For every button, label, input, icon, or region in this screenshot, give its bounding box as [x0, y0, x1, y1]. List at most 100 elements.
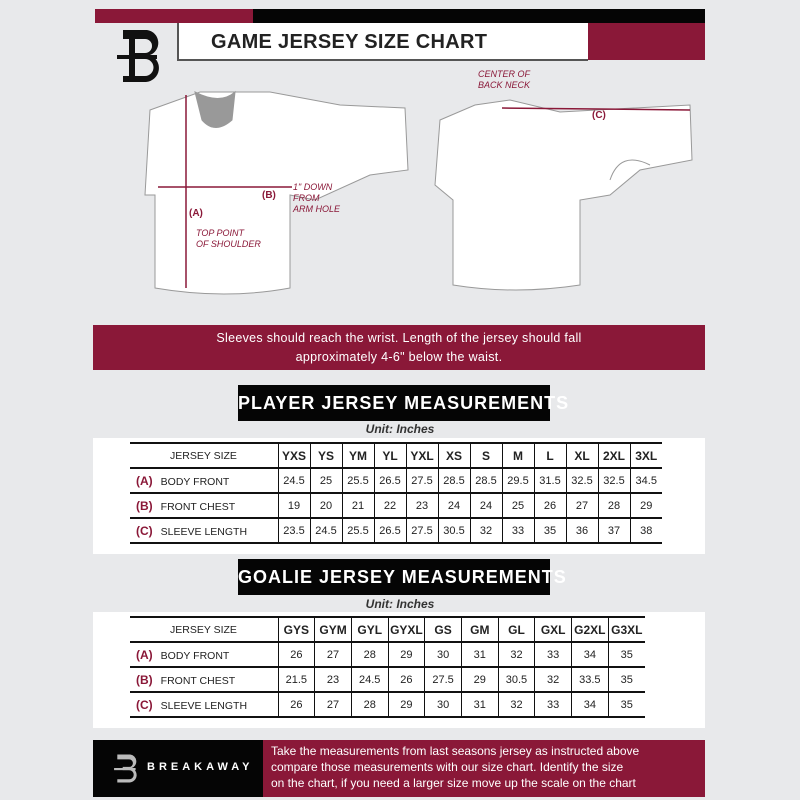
row-name: SLEEVE LENGTH — [160, 525, 248, 538]
size-header: YS — [309, 442, 342, 469]
table-row: (B) FRONT CHEST 19 20 21 22 23 24 24 25 26 27 28 29 — [130, 493, 662, 519]
measurement-cell: 35 — [607, 667, 645, 693]
table-row: (C) SLEEVE LENGTH 23.5 24.5 25.5 26.5 27.5 30.5… — [130, 518, 662, 544]
row-label: (C) SLEEVE LENGTH — [130, 518, 278, 544]
measurement-cell: 34.5 — [629, 468, 662, 494]
row-label: (B) FRONT CHEST — [130, 667, 278, 693]
label-c: (C) — [592, 110, 606, 121]
fit-note-banner: Sleeves should reach the wrist. Length o… — [93, 325, 705, 370]
row-label: (B) FRONT CHEST — [130, 493, 278, 519]
measurement-cell: 31 — [460, 642, 499, 668]
row-code: (B) — [136, 672, 153, 687]
size-header: GS — [424, 616, 462, 643]
measurement-cell: 22 — [373, 493, 406, 519]
measurement-cell: 32 — [497, 692, 535, 718]
measurement-cell: 30.5 — [497, 667, 535, 693]
size-header: XS — [437, 442, 470, 469]
measurement-cell: 25 — [309, 468, 342, 494]
measurement-cell: 26.5 — [373, 518, 406, 544]
size-header: YL — [373, 442, 406, 469]
player-section-title: PLAYER JERSEY MEASUREMENTS — [238, 385, 568, 421]
top-point-note: TOP POINT OF SHOULDER — [196, 228, 261, 249]
back-neck-note: CENTER OF BACK NECK — [478, 69, 531, 90]
measurement-cell: 35 — [607, 642, 645, 668]
goalie-table-panel: JERSEY SIZE GYS GYM GYL GYXL GS GM GL GXL G2XL G3X… — [93, 612, 705, 728]
size-header: G3XL — [607, 616, 645, 643]
brand-logo — [115, 26, 167, 84]
size-header: GYXL — [387, 616, 425, 643]
size-header: G2XL — [571, 616, 609, 643]
measurement-cell: 20 — [309, 493, 342, 519]
measurement-cell: 33 — [534, 692, 572, 718]
measurement-cell: 32.5 — [565, 468, 598, 494]
arm-hole-note: 1" DOWN FROM ARM HOLE — [293, 182, 341, 214]
size-header: YXL — [405, 442, 438, 469]
measurement-cell: 28 — [350, 692, 389, 718]
measurement-cell: 31.5 — [533, 468, 566, 494]
row-name: FRONT CHEST — [160, 674, 236, 687]
measurement-cell: 21 — [341, 493, 374, 519]
front-jersey — [144, 91, 409, 295]
measurement-cell: 26 — [277, 642, 315, 668]
page-title: GAME JERSEY SIZE CHART — [177, 23, 588, 61]
measurement-cell: 35 — [533, 518, 566, 544]
size-header: YM — [341, 442, 374, 469]
row-label: (A) BODY FRONT — [130, 468, 278, 494]
measurement-cell: 31 — [460, 692, 499, 718]
measurement-cell: 27 — [314, 642, 352, 668]
measurement-cell: 32 — [534, 667, 572, 693]
size-header: YXS — [277, 442, 310, 469]
footer-logo-icon — [114, 754, 137, 783]
footer-brand: BREAKAWAY — [93, 740, 263, 797]
measurement-cell: 34 — [571, 642, 609, 668]
measurement-cell: 25.5 — [341, 468, 374, 494]
title-accent-block — [588, 23, 705, 60]
row-code: (B) — [136, 498, 153, 513]
measurement-cell: 30 — [424, 692, 462, 718]
measurement-cell: 27 — [565, 493, 598, 519]
back-jersey — [434, 99, 693, 291]
player-table-panel: JERSEY SIZE YXS YS YM YL YXL XS S M L XL 2XL 3XL (A) B… — [93, 438, 705, 554]
measurement-cell: 23 — [405, 493, 438, 519]
measurement-cell: 29 — [460, 667, 499, 693]
row-name: FRONT CHEST — [160, 500, 236, 513]
top-black-bar — [253, 9, 705, 23]
measurement-cell: 26.5 — [373, 468, 406, 494]
measurement-cell: 19 — [277, 493, 310, 519]
measurement-cell: 23.5 — [277, 518, 310, 544]
measurement-cell: 28.5 — [437, 468, 470, 494]
measurement-cell: 32.5 — [597, 468, 630, 494]
jersey-diagram — [144, 90, 693, 295]
row-code: (A) — [136, 473, 153, 488]
measurement-cell: 29.5 — [501, 468, 534, 494]
measurement-cell: 24 — [437, 493, 470, 519]
player-unit: Unit: Inches — [365, 422, 435, 436]
player-size-table: JERSEY SIZE YXS YS YM YL YXL XS S M L XL 2XL 3XL (A) B… — [130, 442, 662, 544]
measurement-cell: 37 — [597, 518, 630, 544]
measurement-cell: 34 — [571, 692, 609, 718]
size-header: XL — [565, 442, 598, 469]
size-header: GM — [460, 616, 499, 643]
row-label: (C) SLEEVE LENGTH — [130, 692, 278, 718]
measurement-cell: 28 — [597, 493, 630, 519]
row-code: (C) — [136, 523, 153, 538]
row-name: BODY FRONT — [160, 475, 230, 488]
measurement-cell: 24 — [469, 493, 502, 519]
label-b: (B) — [262, 190, 276, 201]
measurement-cell: 26 — [387, 667, 425, 693]
size-header: GYM — [314, 616, 352, 643]
table-row: (A) BODY FRONT 24.5 25 25.5 26.5 27.5 28.5 28.5 2… — [130, 468, 662, 494]
size-header: GL — [497, 616, 535, 643]
row-name: BODY FRONT — [160, 649, 230, 662]
table-row: (C) SLEEVE LENGTH 26 27 28 29 30 31 32 33 34 35 — [130, 692, 645, 718]
top-accent-bar — [95, 9, 253, 23]
table-row: (A) BODY FRONT 26 27 28 29 30 31 32 33 34 35 — [130, 642, 645, 668]
measurement-cell: 26 — [533, 493, 566, 519]
measurement-cell: 27.5 — [405, 518, 438, 544]
size-header: GYL — [350, 616, 389, 643]
measurement-cell: 25.5 — [341, 518, 374, 544]
label-a: (A) — [189, 208, 203, 219]
measurement-cell: 27.5 — [424, 667, 462, 693]
measurement-cell: 30.5 — [437, 518, 470, 544]
header-row: JERSEY SIZE GYS GYM GYL GYXL GS GM GL GXL G2XL G3X… — [130, 616, 645, 643]
